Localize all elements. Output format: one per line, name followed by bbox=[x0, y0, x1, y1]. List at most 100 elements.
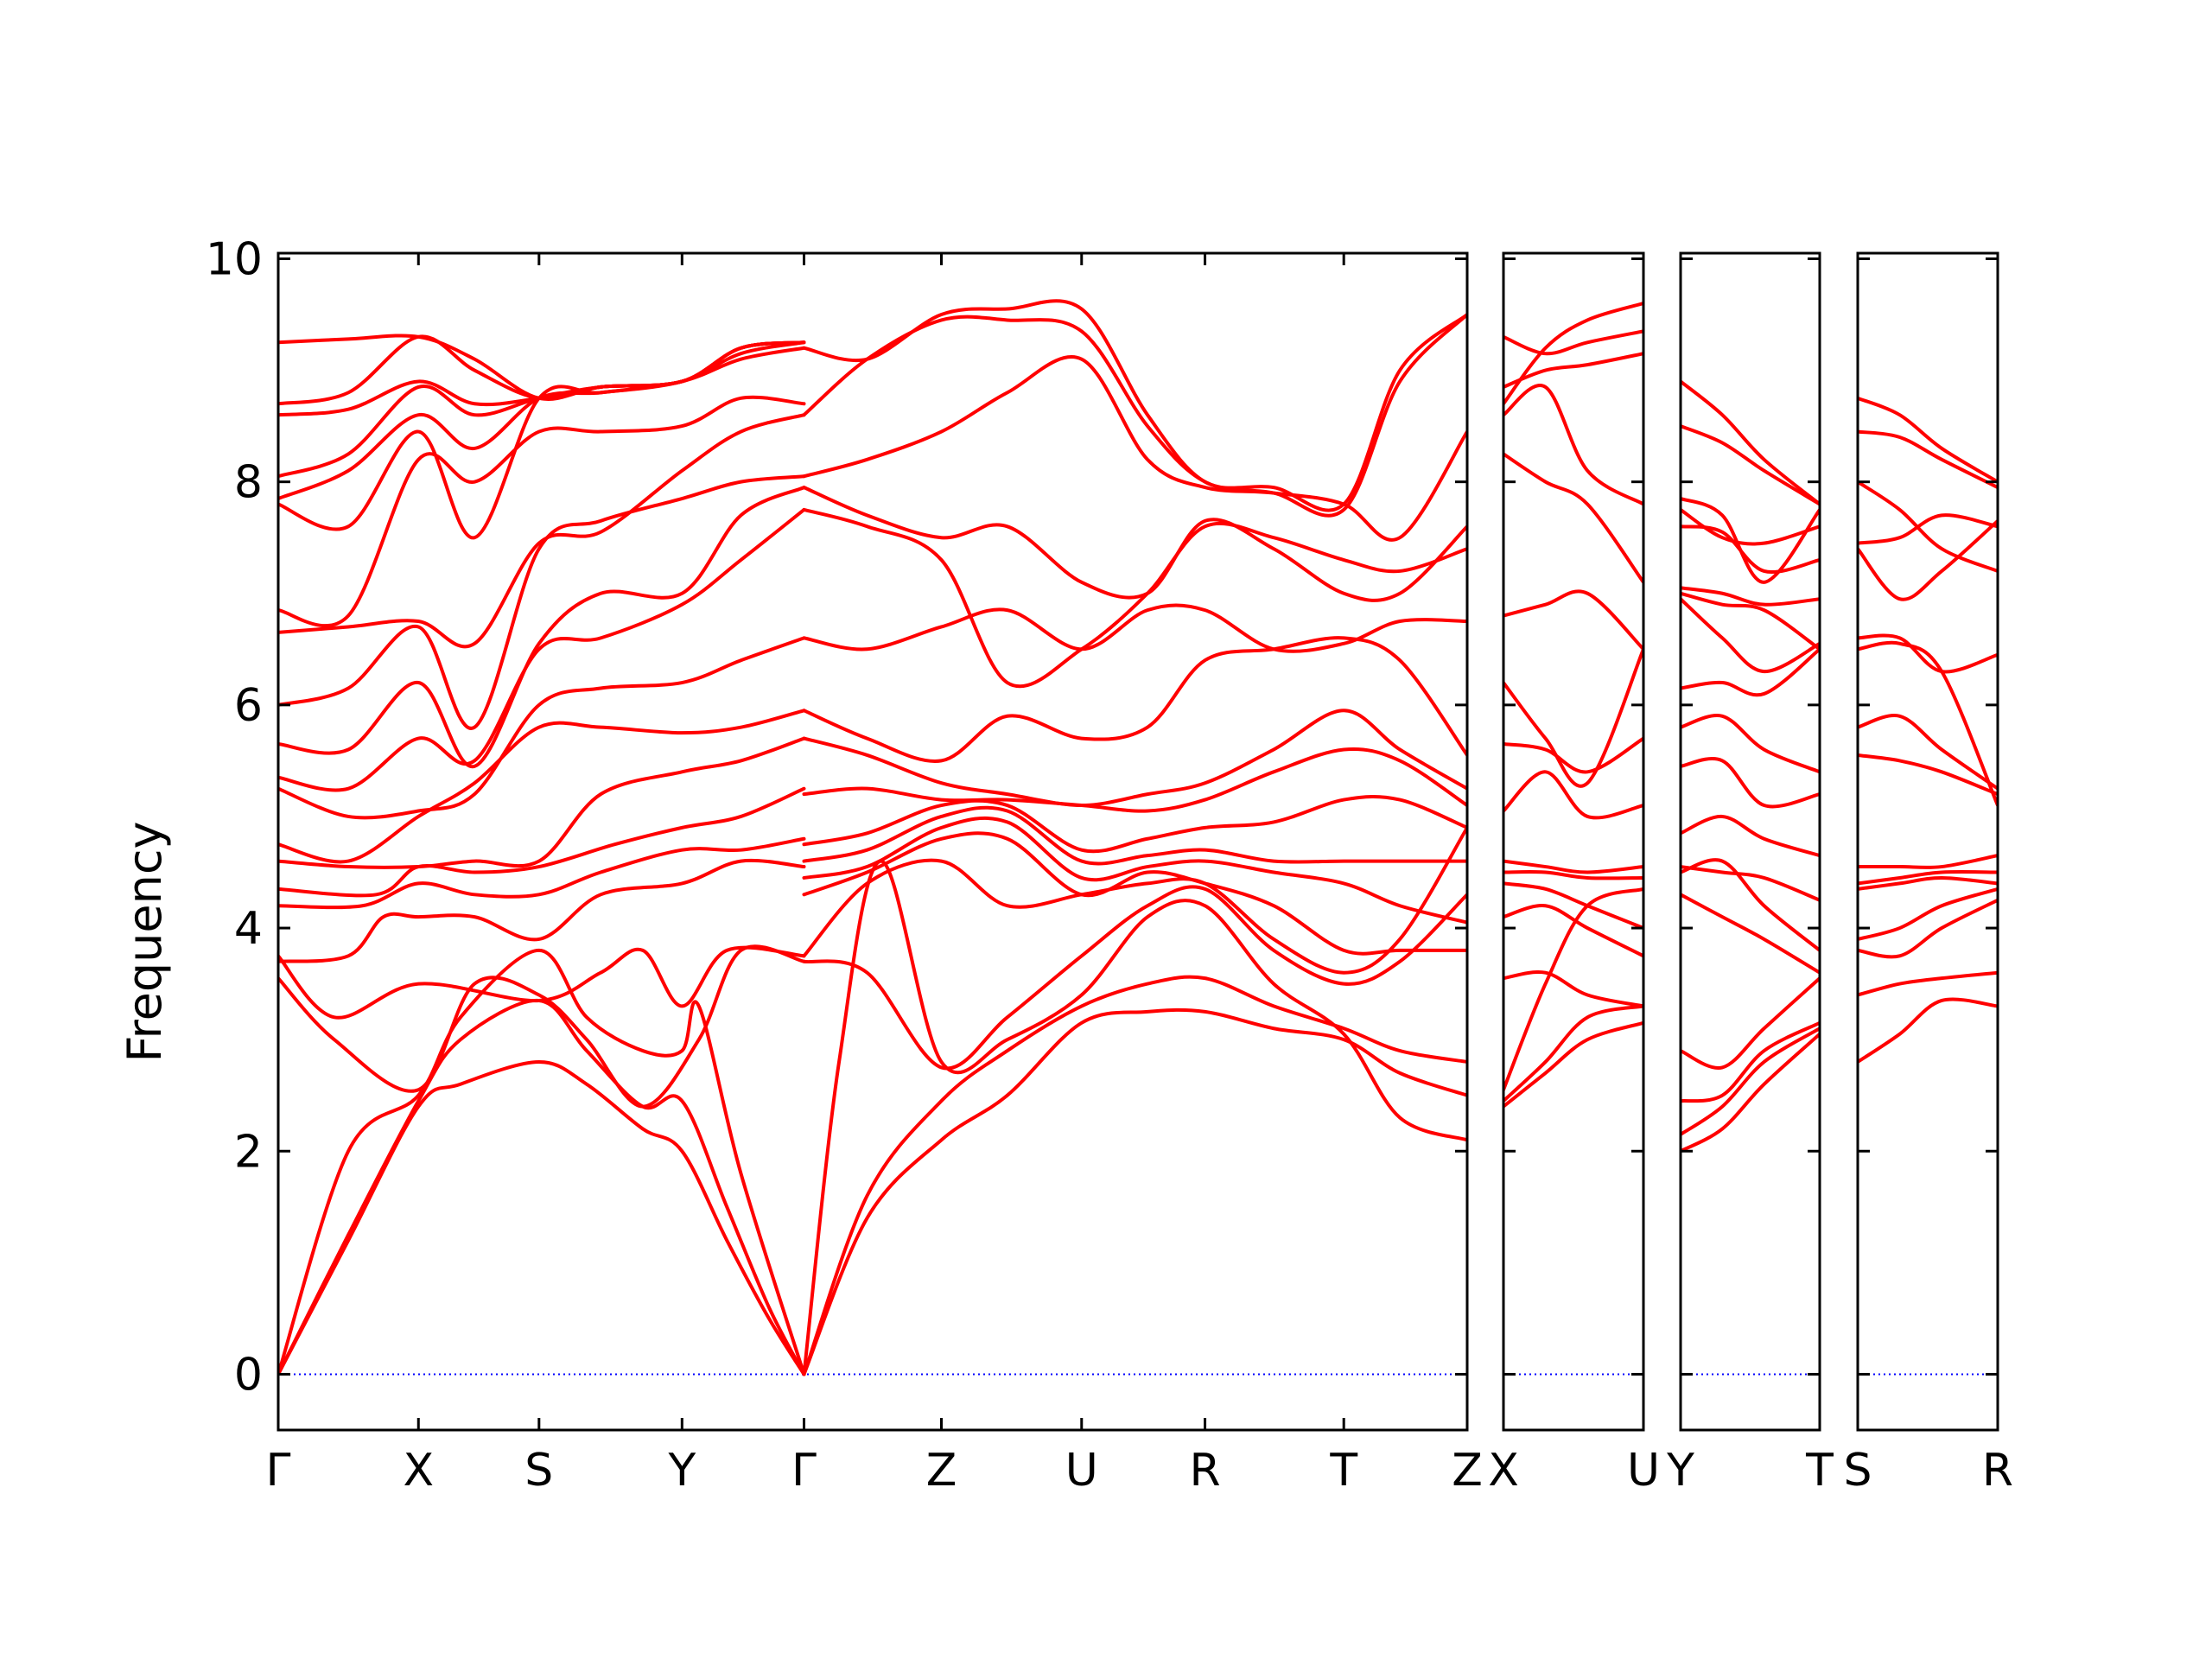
band-line bbox=[802, 805, 1467, 866]
band-line bbox=[1503, 1020, 1643, 1109]
x-tick-label: R bbox=[1189, 1445, 1220, 1497]
band-line bbox=[802, 709, 1467, 808]
y-tick-label: 6 bbox=[234, 680, 263, 732]
y-tick-label: 0 bbox=[234, 1349, 263, 1401]
band-line bbox=[802, 299, 1467, 512]
band-line bbox=[278, 507, 806, 792]
band-line bbox=[1681, 497, 1820, 584]
band-line bbox=[1858, 640, 1998, 808]
y-tick-label: 8 bbox=[234, 457, 263, 509]
band-line bbox=[1503, 881, 1643, 931]
band-line bbox=[1681, 757, 1820, 809]
x-tick-label: S bbox=[1843, 1445, 1872, 1497]
band-line bbox=[278, 944, 806, 1109]
y-tick-label: 2 bbox=[234, 1126, 263, 1178]
band-line bbox=[1681, 424, 1820, 506]
band-line bbox=[802, 603, 1467, 653]
y-tick-label: 10 bbox=[206, 233, 263, 285]
band-line bbox=[1681, 591, 1820, 652]
panel-frame bbox=[1856, 251, 1999, 1432]
band-line bbox=[278, 786, 806, 898]
band-line bbox=[1503, 452, 1643, 584]
band-line bbox=[1858, 633, 1998, 674]
x-tick-label: Γ bbox=[266, 1445, 291, 1497]
band-line bbox=[802, 825, 1467, 975]
x-tick-label: Γ bbox=[791, 1445, 817, 1497]
band-line bbox=[278, 948, 806, 1376]
band-line bbox=[802, 486, 1467, 602]
band-line bbox=[1858, 875, 1998, 891]
band-line bbox=[278, 395, 806, 628]
band-line bbox=[1503, 589, 1643, 652]
panel-frame bbox=[1502, 251, 1645, 1432]
panel-frame bbox=[1679, 251, 1821, 1432]
band-line bbox=[1858, 870, 1998, 886]
band-line bbox=[1858, 714, 1998, 791]
band-line bbox=[1503, 302, 1643, 406]
band-line bbox=[278, 836, 806, 910]
x-tick-label: Y bbox=[667, 1445, 696, 1497]
band-line bbox=[1858, 898, 1998, 959]
y-tick-label: 4 bbox=[234, 903, 263, 955]
band-line bbox=[1681, 1032, 1820, 1154]
band-line bbox=[278, 998, 806, 1376]
band-line bbox=[278, 945, 806, 1020]
band-line bbox=[1681, 1027, 1820, 1136]
band-line bbox=[1858, 887, 1998, 941]
x-tick-label: S bbox=[524, 1445, 553, 1497]
x-tick-label: Y bbox=[1666, 1445, 1694, 1497]
bands-main bbox=[278, 299, 1467, 1376]
bands-YT bbox=[1681, 379, 1820, 1154]
x-tick-label: Z bbox=[1452, 1445, 1483, 1497]
band-line bbox=[1681, 379, 1820, 506]
band-line bbox=[1681, 976, 1820, 1070]
band-line bbox=[802, 859, 1467, 1376]
x-tick-label: U bbox=[1065, 1445, 1098, 1497]
x-tick-label: U bbox=[1627, 1445, 1660, 1497]
band-line bbox=[1503, 904, 1643, 958]
band-line bbox=[278, 858, 806, 963]
band-line bbox=[278, 1059, 806, 1376]
band-line bbox=[278, 474, 806, 730]
band-line bbox=[1858, 970, 1998, 997]
band-line bbox=[1503, 647, 1643, 788]
band-line bbox=[278, 413, 806, 649]
band-line bbox=[802, 885, 1467, 1071]
x-tick-label: T bbox=[1805, 1445, 1834, 1497]
band-line bbox=[1681, 858, 1820, 952]
band-line bbox=[278, 709, 806, 864]
band-line bbox=[1681, 507, 1820, 546]
bands-XU bbox=[1503, 302, 1643, 1109]
band-line bbox=[802, 636, 1467, 763]
band-line bbox=[278, 346, 806, 501]
band-line bbox=[1503, 969, 1643, 1008]
band-line bbox=[1681, 814, 1820, 858]
band-line bbox=[278, 636, 806, 820]
band-line bbox=[1858, 518, 1998, 601]
x-tick-label: T bbox=[1329, 1445, 1357, 1497]
band-line bbox=[1503, 859, 1643, 874]
band-line bbox=[802, 816, 1467, 925]
band-line bbox=[1858, 396, 1998, 484]
x-tick-label: X bbox=[1488, 1445, 1519, 1497]
band-line bbox=[1503, 887, 1643, 1092]
band-line bbox=[802, 507, 1467, 689]
panel-main: Γ X S Y Γ Z U R T Z 0 2 4 6 8 10 bbox=[206, 233, 1483, 1497]
band-line bbox=[802, 831, 1467, 956]
x-tick-label: R bbox=[1982, 1445, 2013, 1497]
band-line bbox=[802, 355, 1467, 542]
band-line bbox=[1681, 1020, 1820, 1103]
band-line bbox=[1503, 770, 1643, 820]
band-line bbox=[1858, 480, 1998, 573]
band-line bbox=[1858, 513, 1998, 545]
band-line bbox=[1503, 1004, 1643, 1103]
band-line bbox=[1681, 647, 1820, 697]
band-line bbox=[1681, 597, 1820, 674]
band-line bbox=[1503, 329, 1643, 356]
band-line bbox=[1503, 736, 1643, 774]
